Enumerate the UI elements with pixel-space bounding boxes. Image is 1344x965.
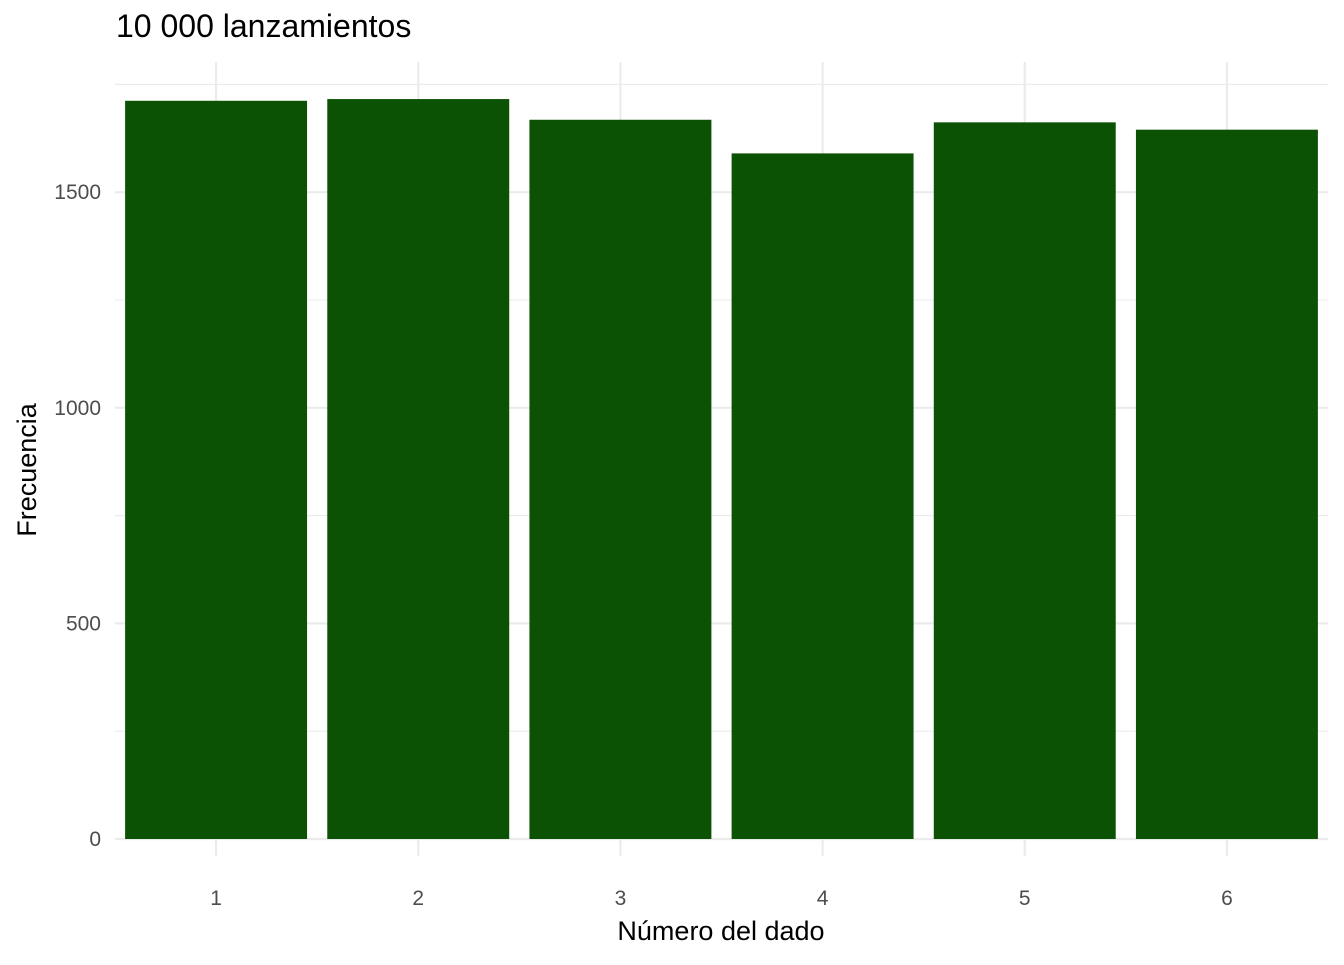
bar-5	[933, 122, 1116, 840]
x-axis-title: Número del dado	[617, 916, 824, 946]
x-tick-label: 4	[817, 887, 829, 910]
bar-1	[125, 100, 308, 840]
bar-6	[1135, 129, 1318, 839]
x-tick-label: 1	[210, 887, 222, 910]
x-tick-label: 6	[1221, 887, 1233, 910]
chart-title: 10 000 lanzamientos	[116, 8, 412, 44]
x-tick-labels: 1 2 3 4 5 6	[210, 887, 1233, 910]
x-tick-label: 5	[1019, 887, 1031, 910]
x-tick-label: 3	[615, 887, 627, 910]
y-tick-label: 1000	[54, 397, 101, 420]
y-tick-label: 0	[89, 828, 101, 851]
bar-2	[327, 99, 510, 840]
bar-4	[731, 153, 914, 840]
y-tick-label: 500	[66, 612, 101, 635]
bars	[125, 99, 1318, 840]
bar-3	[529, 119, 712, 839]
y-tick-label: 1500	[54, 181, 101, 204]
x-tick-label: 2	[412, 887, 424, 910]
y-tick-labels: 0 500 1000 1500	[54, 181, 101, 851]
y-axis-title: Frecuencia	[12, 402, 42, 537]
